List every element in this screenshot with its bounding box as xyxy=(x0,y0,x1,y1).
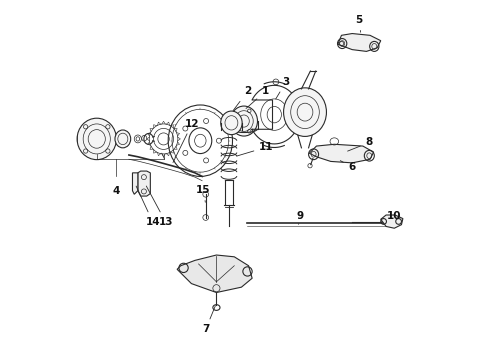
Text: 3: 3 xyxy=(276,77,290,99)
Ellipse shape xyxy=(220,111,242,135)
Text: 2: 2 xyxy=(233,86,251,111)
Ellipse shape xyxy=(77,118,117,159)
Text: 4: 4 xyxy=(113,186,120,196)
Ellipse shape xyxy=(284,88,326,136)
Text: 14: 14 xyxy=(136,186,160,227)
Text: 10: 10 xyxy=(381,211,401,221)
Text: 13: 13 xyxy=(147,186,173,227)
Polygon shape xyxy=(177,255,252,293)
Text: 11: 11 xyxy=(237,142,274,156)
Ellipse shape xyxy=(230,106,258,136)
Text: 1: 1 xyxy=(246,86,269,108)
Polygon shape xyxy=(132,173,138,194)
Text: 15: 15 xyxy=(196,185,211,202)
Text: 12: 12 xyxy=(173,118,199,162)
Text: 7: 7 xyxy=(202,306,216,334)
Polygon shape xyxy=(381,215,403,228)
Text: 9: 9 xyxy=(297,211,304,224)
Polygon shape xyxy=(309,144,373,163)
Polygon shape xyxy=(138,171,150,196)
Text: 6: 6 xyxy=(341,161,356,172)
Polygon shape xyxy=(338,33,381,51)
Text: 8: 8 xyxy=(347,138,373,151)
Text: 5: 5 xyxy=(355,15,362,32)
Ellipse shape xyxy=(115,130,131,148)
